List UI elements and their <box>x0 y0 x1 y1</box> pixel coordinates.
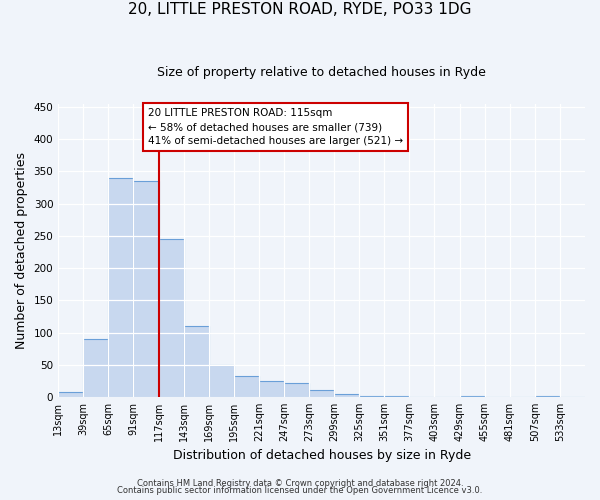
Bar <box>259 381 284 397</box>
Bar <box>158 239 184 397</box>
Bar <box>309 390 334 397</box>
Bar <box>284 383 309 397</box>
Bar <box>58 392 83 397</box>
Title: Size of property relative to detached houses in Ryde: Size of property relative to detached ho… <box>157 66 486 79</box>
Bar <box>334 394 359 397</box>
Bar <box>535 396 560 397</box>
Text: Contains public sector information licensed under the Open Government Licence v3: Contains public sector information licen… <box>118 486 482 495</box>
Bar <box>234 376 259 397</box>
Bar <box>133 181 158 397</box>
Bar <box>385 396 409 397</box>
Text: 20, LITTLE PRESTON ROAD, RYDE, PO33 1DG: 20, LITTLE PRESTON ROAD, RYDE, PO33 1DG <box>128 2 472 18</box>
Bar <box>109 178 133 397</box>
Text: Contains HM Land Registry data © Crown copyright and database right 2024.: Contains HM Land Registry data © Crown c… <box>137 478 463 488</box>
Bar <box>460 396 485 397</box>
X-axis label: Distribution of detached houses by size in Ryde: Distribution of detached houses by size … <box>173 450 470 462</box>
Text: 20 LITTLE PRESTON ROAD: 115sqm
← 58% of detached houses are smaller (739)
41% of: 20 LITTLE PRESTON ROAD: 115sqm ← 58% of … <box>148 108 403 146</box>
Bar <box>83 339 109 397</box>
Y-axis label: Number of detached properties: Number of detached properties <box>15 152 28 349</box>
Bar <box>184 326 209 397</box>
Bar <box>209 366 234 397</box>
Bar <box>359 396 385 397</box>
